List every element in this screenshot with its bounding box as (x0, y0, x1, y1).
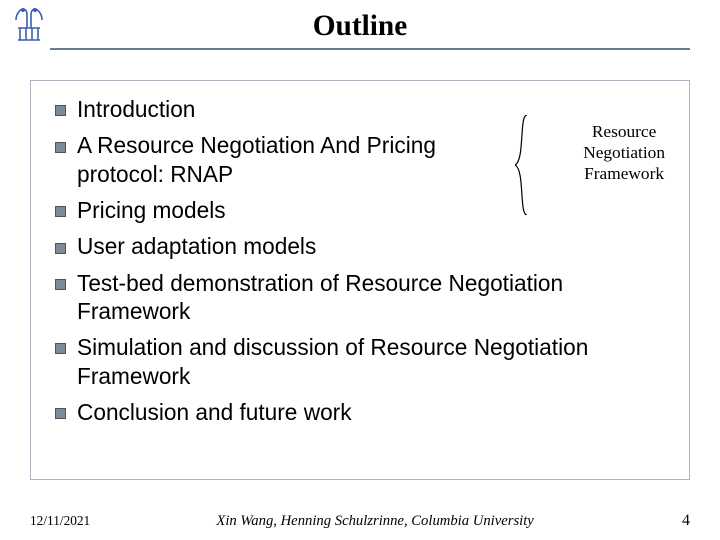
list-item: Test-bed demonstration of Resource Negot… (49, 269, 671, 326)
list-item: Simulation and discussion of Resource Ne… (49, 333, 671, 390)
list-item: Conclusion and future work (49, 398, 671, 426)
annotation-line: Framework (583, 164, 665, 185)
annotation-label: Resource Negotiation Framework (583, 122, 665, 184)
list-item: Pricing models (49, 196, 671, 224)
list-item: Introduction (49, 95, 671, 123)
footer: 12/11/2021 Xin Wang, Henning Schulzrinne… (30, 512, 690, 530)
annotation-line: Resource (583, 122, 665, 143)
annotation-line: Negotiation (583, 143, 665, 164)
title-underline (50, 48, 690, 50)
title-bar: Outline (0, 10, 720, 43)
footer-date: 12/11/2021 (30, 513, 90, 529)
footer-attribution: Xin Wang, Henning Schulzrinne, Columbia … (90, 513, 660, 530)
slide: Outline Introduction A Resource Negotiat… (0, 0, 720, 540)
slide-title: Outline (313, 10, 408, 42)
annotation-brace (515, 115, 529, 215)
list-item: A Resource Negotiation And Pricing proto… (49, 131, 671, 188)
list-item-text: A Resource Negotiation And Pricing proto… (77, 132, 436, 186)
list-item: User adaptation models (49, 232, 671, 260)
bullet-list: Introduction A Resource Negotiation And … (49, 95, 671, 426)
footer-page-number: 4 (660, 512, 690, 530)
